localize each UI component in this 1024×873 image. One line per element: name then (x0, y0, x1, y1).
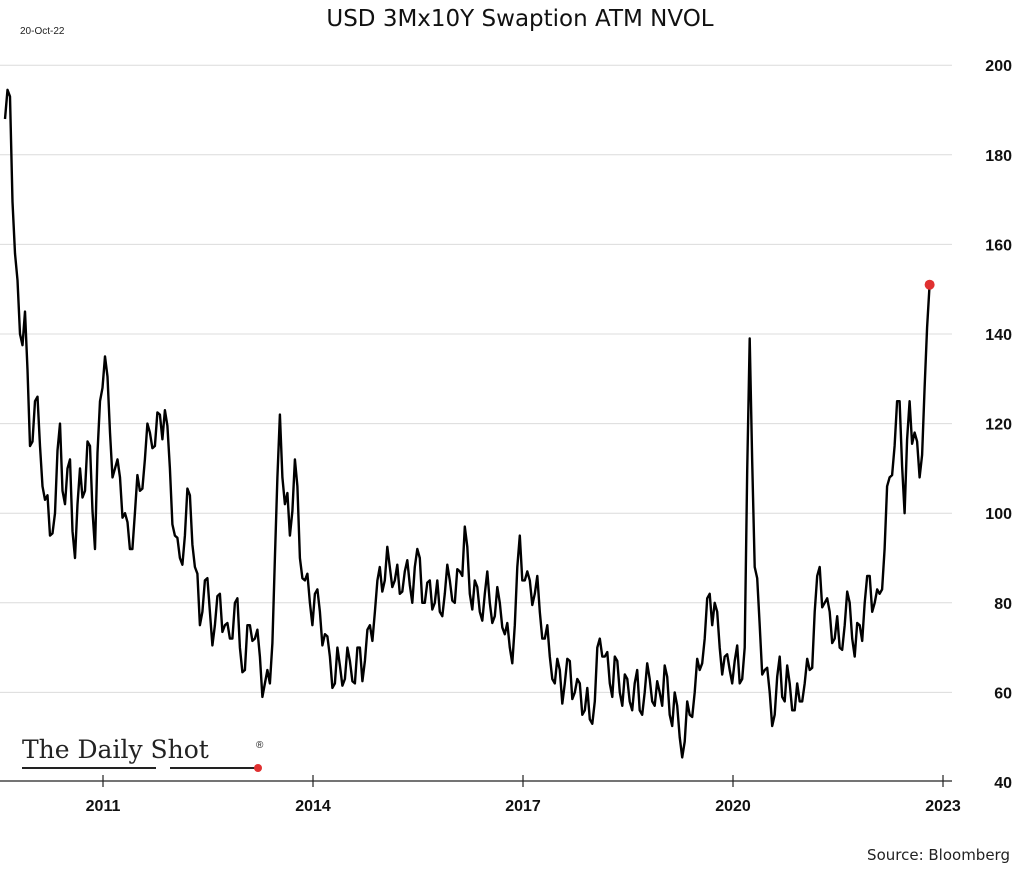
y-tick-label: 200 (985, 58, 1012, 75)
y-tick-label: 180 (985, 148, 1012, 165)
gridlines (0, 64, 952, 693)
logo-text: The Daily Shot (22, 735, 209, 764)
y-tick-label: 40 (994, 775, 1012, 792)
y-tick-label: 160 (985, 237, 1012, 254)
y-tick-label: 60 (994, 685, 1012, 702)
logo-registered-mark: ® (256, 740, 264, 751)
y-tick-label: 140 (985, 327, 1012, 344)
x-tick-label: 2014 (295, 798, 331, 815)
y-tick-label: 120 (985, 417, 1012, 434)
x-tick-label: 2023 (925, 798, 961, 815)
x-tick-label: 2017 (505, 798, 541, 815)
x-tick-label: 2011 (86, 798, 121, 815)
source-label: Source: Bloomberg (867, 846, 1010, 864)
y-tick-label: 100 (985, 506, 1012, 523)
the-daily-shot-logo: The Daily Shot ® (22, 735, 264, 772)
x-tick-label: 2020 (715, 798, 751, 815)
logo-red-dot (254, 764, 262, 772)
date-label: 20-Oct-22 (20, 26, 65, 37)
chart-title: USD 3Mx10Y Swaption ATM NVOL (326, 6, 713, 32)
y-axis: 200 180 160 140 120 100 80 60 40 (985, 58, 1012, 792)
y-tick-label: 80 (994, 596, 1012, 613)
x-axis: 2011 2014 2017 2020 2023 (86, 775, 961, 815)
last-point-marker (924, 279, 935, 290)
series-line (3, 88, 931, 759)
